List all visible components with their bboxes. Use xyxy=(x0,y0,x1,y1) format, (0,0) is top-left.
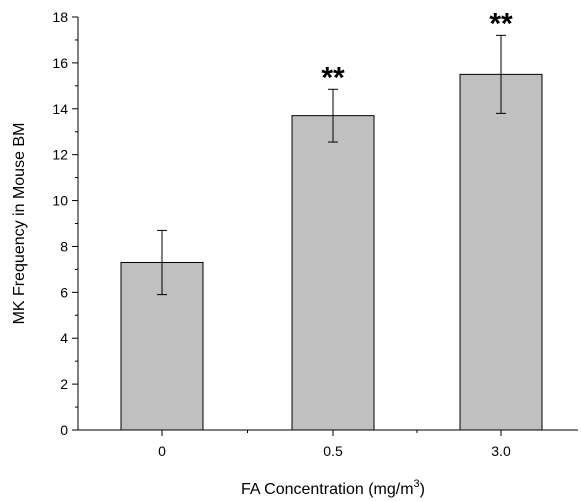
y-tick-label-2: 4 xyxy=(60,330,68,346)
y-tick-label-0: 0 xyxy=(60,422,68,438)
x-axis-label-main: FA Concentration (mg/m xyxy=(241,481,414,498)
y-tick-label-9: 18 xyxy=(52,9,68,25)
y-tick-label-4: 8 xyxy=(60,238,68,254)
y-tick-label-8: 16 xyxy=(52,55,68,71)
x-axis-label-superscript: 3 xyxy=(414,478,420,490)
x-tick-label-0: 0 xyxy=(158,443,166,459)
y-tick-label-6: 12 xyxy=(52,147,68,163)
significance-marker-1: ** xyxy=(321,61,345,94)
x-tick-label-2: 3.0 xyxy=(491,443,511,459)
y-tick-label-3: 6 xyxy=(60,284,68,300)
y-axis: 0 2 4 6 8 10 12 14 16 18 xyxy=(52,9,79,438)
y-tick-label-1: 2 xyxy=(60,376,68,392)
bars-group xyxy=(120,73,543,431)
y-tick-label-5: 10 xyxy=(52,193,68,209)
x-axis-label-suffix: ) xyxy=(420,481,425,498)
x-axis: 0 0.5 3.0 xyxy=(78,429,578,459)
significance-group: ** ** xyxy=(321,7,513,94)
x-tick-label-1: 0.5 xyxy=(323,443,343,459)
error-bars-group xyxy=(157,34,506,296)
y-axis-label: MK Frequency in Mouse BM xyxy=(11,123,28,325)
significance-marker-2: ** xyxy=(489,7,513,40)
bar-1 xyxy=(291,115,375,431)
x-axis-label: FA Concentration (mg/m3) xyxy=(241,478,425,498)
y-tick-label-7: 14 xyxy=(52,101,68,117)
bar-2 xyxy=(459,73,543,431)
